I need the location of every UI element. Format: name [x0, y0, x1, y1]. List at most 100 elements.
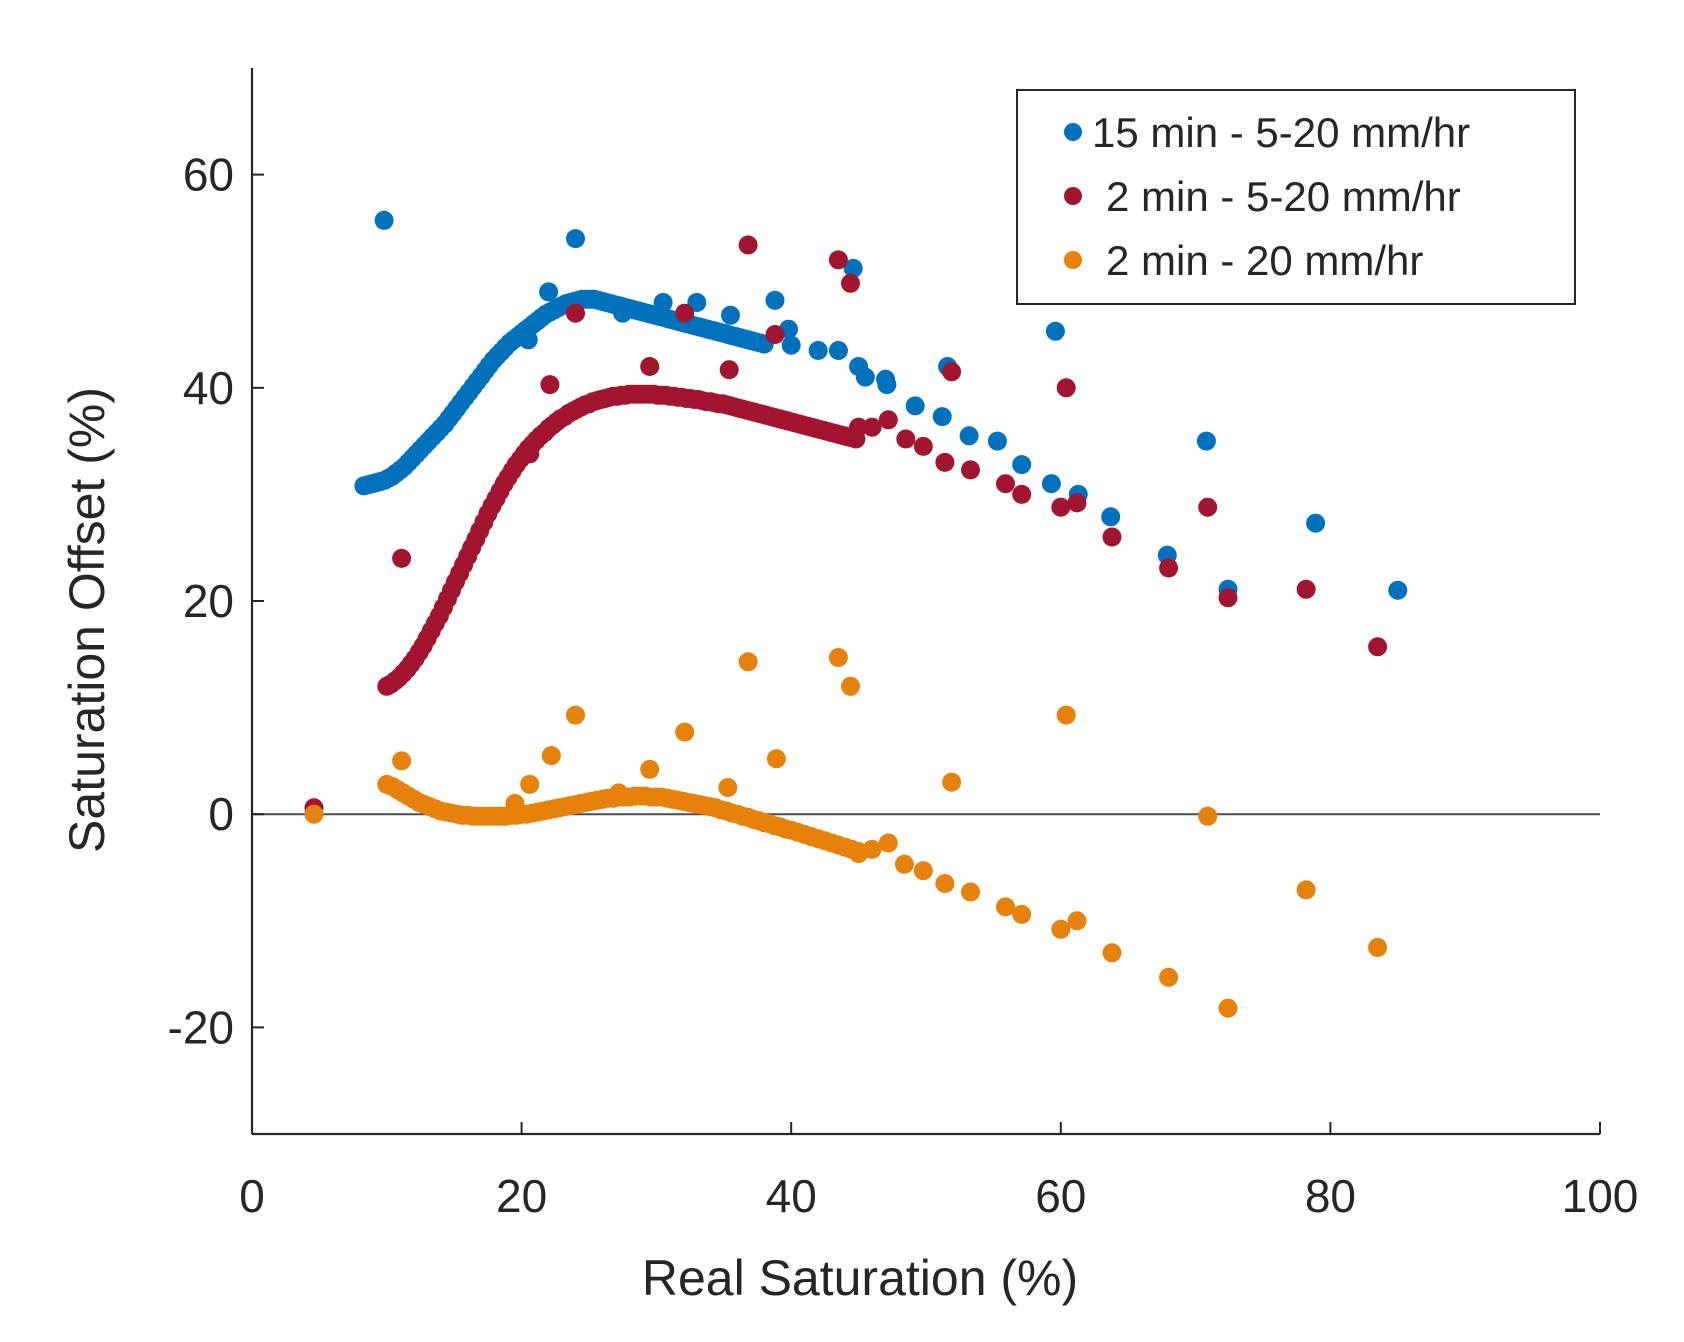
data-point	[862, 417, 882, 437]
x-tick-label: 100	[1562, 1170, 1639, 1222]
data-point	[987, 431, 1007, 451]
data-point	[996, 897, 1015, 917]
data-point	[1102, 527, 1122, 547]
data-point	[1045, 321, 1065, 341]
data-point	[932, 407, 952, 427]
legend-marker-2min-5-20	[1064, 187, 1082, 205]
data-point	[304, 804, 324, 824]
data-point	[738, 235, 758, 255]
data-point	[828, 648, 848, 667]
data-point	[540, 375, 560, 395]
y-axis-ticks: -20 0 20 40 60	[168, 149, 264, 1053]
data-point	[1101, 507, 1121, 527]
data-point	[1368, 938, 1388, 957]
data-point	[675, 303, 695, 323]
data-point	[855, 367, 875, 387]
data-point	[1388, 580, 1408, 600]
series-2	[304, 235, 1388, 818]
data-point	[942, 362, 962, 382]
data-point	[541, 746, 561, 766]
data-point	[539, 282, 559, 302]
legend: 15 min - 5-20 mm/hr 2 min - 5-20 mm/hr 2…	[1016, 89, 1576, 305]
data-point	[1368, 637, 1388, 657]
legend-box	[1016, 89, 1576, 305]
data-point	[808, 341, 828, 360]
data-point	[1051, 919, 1071, 939]
data-points	[304, 210, 1408, 1018]
data-point	[877, 375, 897, 395]
data-point	[1041, 474, 1061, 494]
data-point	[828, 341, 848, 360]
data-point	[913, 436, 933, 456]
y-axis-title: Saturation Offset (%)	[59, 387, 115, 853]
x-axis-ticks: 0 20 40 60 80 100	[239, 1122, 1638, 1222]
data-point	[935, 874, 955, 893]
data-point	[1056, 705, 1076, 725]
data-point	[1306, 513, 1326, 533]
data-point	[781, 335, 801, 355]
data-point	[675, 722, 695, 742]
data-point	[392, 548, 412, 568]
data-point	[878, 833, 898, 853]
data-point	[765, 290, 785, 310]
data-point	[1218, 998, 1238, 1018]
data-point	[653, 293, 673, 312]
data-point	[766, 749, 786, 769]
data-point	[1198, 806, 1218, 826]
legend-label-2min-20: 2 min - 20 mm/hr	[1106, 237, 1423, 284]
data-point	[1012, 484, 1032, 504]
data-point	[1051, 497, 1071, 517]
data-point	[566, 229, 585, 249]
data-point	[1159, 967, 1179, 987]
data-point	[721, 305, 740, 325]
y-tick-label: -20	[168, 1001, 234, 1053]
data-point	[518, 330, 538, 350]
data-point	[738, 652, 758, 672]
data-point	[1102, 943, 1122, 963]
data-point	[613, 303, 633, 323]
x-tick-label: 20	[496, 1170, 547, 1222]
data-point	[719, 360, 739, 380]
data-point	[905, 396, 925, 416]
data-point	[1296, 579, 1316, 599]
data-point	[609, 783, 629, 803]
data-point	[894, 854, 914, 874]
data-point	[1196, 431, 1216, 451]
data-point	[878, 410, 898, 430]
data-point	[961, 882, 980, 902]
data-point	[1056, 378, 1076, 398]
data-point	[1159, 558, 1179, 578]
data-point	[520, 444, 540, 464]
data-point	[913, 861, 933, 881]
data-point	[566, 303, 585, 323]
data-point	[640, 759, 660, 779]
y-tick-label: 20	[183, 575, 234, 627]
x-tick-label: 40	[766, 1170, 817, 1222]
data-point	[640, 357, 660, 376]
data-point	[942, 772, 962, 792]
data-point	[1067, 911, 1087, 931]
legend-marker-15min	[1064, 123, 1082, 141]
x-tick-label: 0	[239, 1170, 265, 1222]
data-point	[841, 676, 860, 696]
y-tick-label: 40	[183, 362, 234, 414]
data-point	[935, 452, 955, 472]
data-point	[718, 778, 738, 797]
data-point	[828, 250, 848, 270]
data-point	[849, 417, 869, 437]
y-tick-label: 60	[183, 149, 234, 201]
y-tick-label: 0	[208, 788, 234, 840]
data-point	[843, 258, 863, 278]
data-point	[520, 774, 540, 794]
data-point	[896, 429, 916, 449]
data-point	[1296, 880, 1316, 900]
x-tick-label: 80	[1305, 1170, 1356, 1222]
data-point	[1012, 455, 1032, 475]
data-point	[1012, 904, 1032, 924]
x-tick-label: 60	[1035, 1170, 1086, 1222]
data-point	[765, 325, 785, 344]
data-point	[959, 426, 979, 446]
data-point	[961, 460, 980, 480]
series-3	[304, 648, 1388, 1018]
